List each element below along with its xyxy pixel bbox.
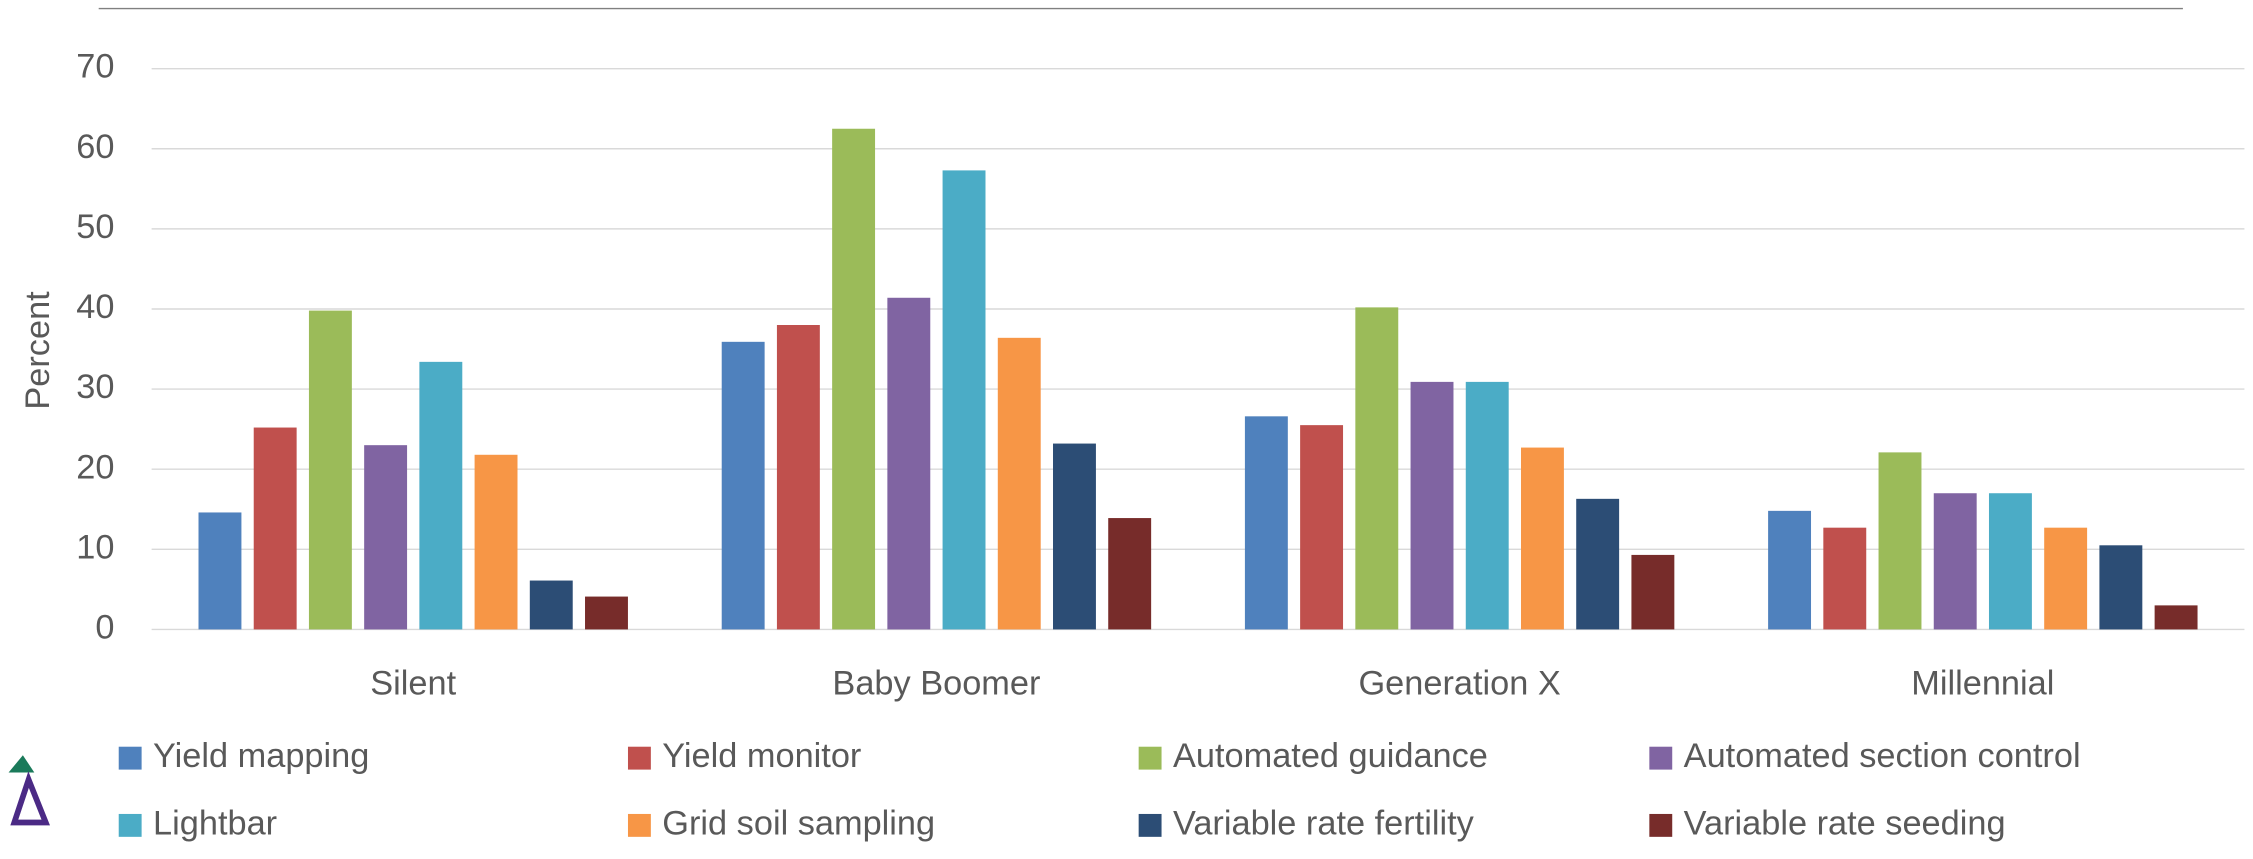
legend-swatch bbox=[627, 746, 651, 770]
x-tick-label: Generation X bbox=[1358, 664, 1560, 702]
legend-label: Variable rate seeding bbox=[1684, 804, 2006, 842]
bar bbox=[474, 454, 518, 630]
bar bbox=[997, 337, 1041, 630]
bar bbox=[585, 596, 628, 630]
y-tick-label: 70 bbox=[76, 48, 114, 86]
legend-swatch bbox=[118, 746, 142, 770]
logo bbox=[8, 755, 50, 826]
legend-swatch bbox=[118, 813, 142, 837]
bar bbox=[2099, 545, 2143, 630]
bar bbox=[1631, 554, 1675, 630]
legend-label: Automated section control bbox=[1684, 737, 2081, 775]
bar bbox=[776, 325, 820, 630]
bar bbox=[419, 361, 463, 630]
bar bbox=[1520, 447, 1564, 630]
bar bbox=[1355, 307, 1399, 630]
bar bbox=[721, 341, 765, 630]
legend-swatch bbox=[627, 813, 651, 837]
x-tick-label: Millennial bbox=[1911, 664, 2054, 702]
bar bbox=[529, 580, 573, 630]
y-tick-label: 40 bbox=[76, 288, 114, 326]
legend-swatch bbox=[1138, 813, 1162, 837]
bar bbox=[1053, 443, 1096, 630]
bar bbox=[1768, 510, 1812, 630]
bar bbox=[253, 427, 297, 630]
legend-swatch bbox=[1649, 813, 1673, 837]
bar bbox=[1576, 498, 1620, 630]
bar bbox=[198, 512, 242, 630]
legend-label: Lightbar bbox=[153, 804, 277, 842]
bar bbox=[1300, 425, 1344, 630]
bar bbox=[1878, 452, 1922, 630]
x-tick-label: Silent bbox=[370, 664, 456, 702]
legend-label: Variable rate fertility bbox=[1173, 804, 1475, 842]
y-tick-label: 20 bbox=[76, 448, 114, 486]
bar bbox=[1988, 493, 2032, 630]
bar bbox=[1108, 518, 1152, 630]
bar bbox=[364, 445, 408, 630]
legend-swatch bbox=[1649, 746, 1673, 770]
bar bbox=[2044, 527, 2088, 630]
bar bbox=[1244, 416, 1288, 630]
y-tick-label: 10 bbox=[76, 528, 114, 566]
y-tick-label: 50 bbox=[76, 208, 114, 246]
bar bbox=[1823, 527, 1867, 630]
legend-label: Grid soil sampling bbox=[662, 804, 935, 842]
bar bbox=[942, 170, 986, 630]
legend-label: Yield monitor bbox=[662, 737, 861, 775]
bar bbox=[1410, 381, 1454, 630]
y-axis-label: Percent bbox=[19, 291, 57, 410]
legend-label: Yield mapping bbox=[153, 737, 369, 775]
y-tick-label: 60 bbox=[76, 128, 114, 166]
bar bbox=[2154, 605, 2198, 630]
legend-swatch bbox=[1138, 746, 1162, 770]
x-tick-label: Baby Boomer bbox=[832, 664, 1040, 702]
legend-label: Automated guidance bbox=[1173, 737, 1488, 775]
y-tick-label: 0 bbox=[95, 608, 114, 646]
y-tick-label: 30 bbox=[76, 368, 114, 406]
bar bbox=[308, 310, 352, 630]
bar bbox=[1933, 493, 1977, 630]
bar bbox=[887, 297, 931, 630]
bar bbox=[1465, 381, 1509, 630]
bar bbox=[832, 128, 876, 630]
